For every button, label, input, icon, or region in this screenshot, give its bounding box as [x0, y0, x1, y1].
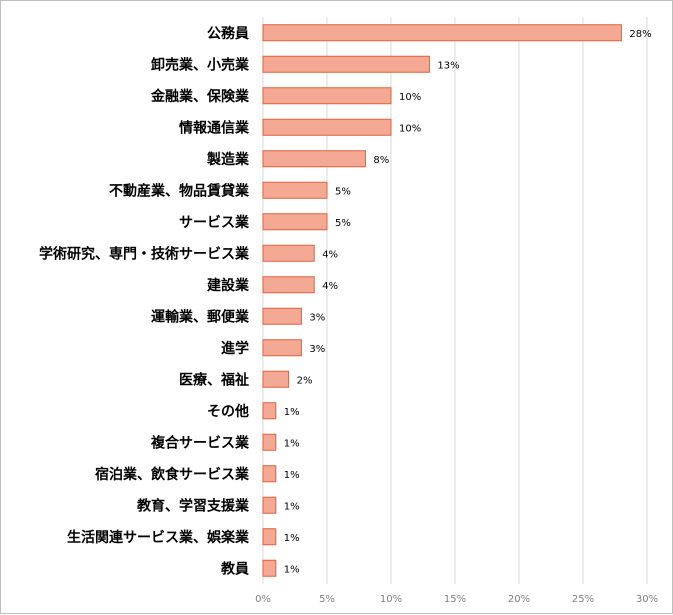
category-label: 運輸業、郵便業 [151, 308, 250, 325]
data-label: 28% [629, 29, 651, 40]
x-tick-label: 15% [444, 594, 466, 605]
bar [262, 24, 622, 42]
bar [262, 55, 430, 73]
bar [262, 402, 277, 420]
bar [262, 559, 277, 577]
bar [262, 433, 277, 451]
bar [262, 496, 277, 514]
bar [262, 181, 328, 199]
x-tick-label: 20% [508, 594, 530, 605]
data-label: 5% [335, 218, 351, 229]
bar [262, 150, 366, 168]
bar [262, 87, 392, 105]
category-label: 卸売業、小売業 [151, 56, 250, 73]
bar [262, 465, 277, 483]
data-label: 8% [373, 155, 389, 166]
x-tick-label: 30% [636, 594, 658, 605]
category-label: 学術研究、専門・技術サービス業 [39, 245, 250, 262]
data-label: 10% [399, 92, 421, 103]
category-label: 不動産業、物品賃貸業 [109, 182, 250, 199]
category-label: 複合サービス業 [150, 434, 250, 451]
data-label: 4% [322, 249, 338, 260]
data-label: 1% [284, 501, 300, 512]
bar [262, 276, 315, 294]
category-label: 公務員 [207, 25, 249, 42]
category-label: 生活関連サービス業、娯楽業 [67, 529, 250, 546]
bar [262, 339, 302, 357]
data-label: 1% [284, 438, 300, 449]
x-tick-label: 25% [572, 594, 594, 605]
data-label: 1% [284, 564, 300, 575]
data-label: 2% [297, 375, 313, 386]
x-tick-label: 10% [380, 594, 402, 605]
x-tick-label: 5% [319, 594, 335, 605]
category-label: 宿泊業、飲食サービス業 [95, 466, 250, 483]
data-label: 3% [309, 312, 325, 323]
category-label: その他 [207, 403, 249, 420]
data-label: 1% [284, 533, 300, 544]
category-label: 建設業 [207, 277, 250, 294]
x-tick-label: 0% [255, 594, 271, 605]
category-label: 教員 [221, 560, 249, 577]
data-label: 1% [284, 407, 300, 418]
category-label: 進学 [221, 340, 249, 357]
data-label: 13% [437, 60, 459, 71]
data-label: 10% [399, 123, 421, 134]
bar [262, 213, 328, 231]
data-label: 5% [335, 186, 351, 197]
data-label: 1% [284, 470, 300, 481]
category-label: 金融業、保険業 [150, 88, 250, 105]
bar [262, 370, 290, 388]
data-label: 4% [322, 281, 338, 292]
category-label: 製造業 [206, 151, 250, 168]
bar [262, 118, 392, 136]
data-label: 3% [309, 344, 325, 355]
bar [262, 244, 315, 262]
bar [262, 307, 302, 325]
category-label: 教育、学習支援業 [137, 497, 250, 514]
bar [262, 528, 277, 546]
category-label: 情報通信業 [179, 119, 250, 136]
category-label: サービス業 [179, 214, 250, 231]
category-label: 医療、福祉 [179, 371, 249, 388]
